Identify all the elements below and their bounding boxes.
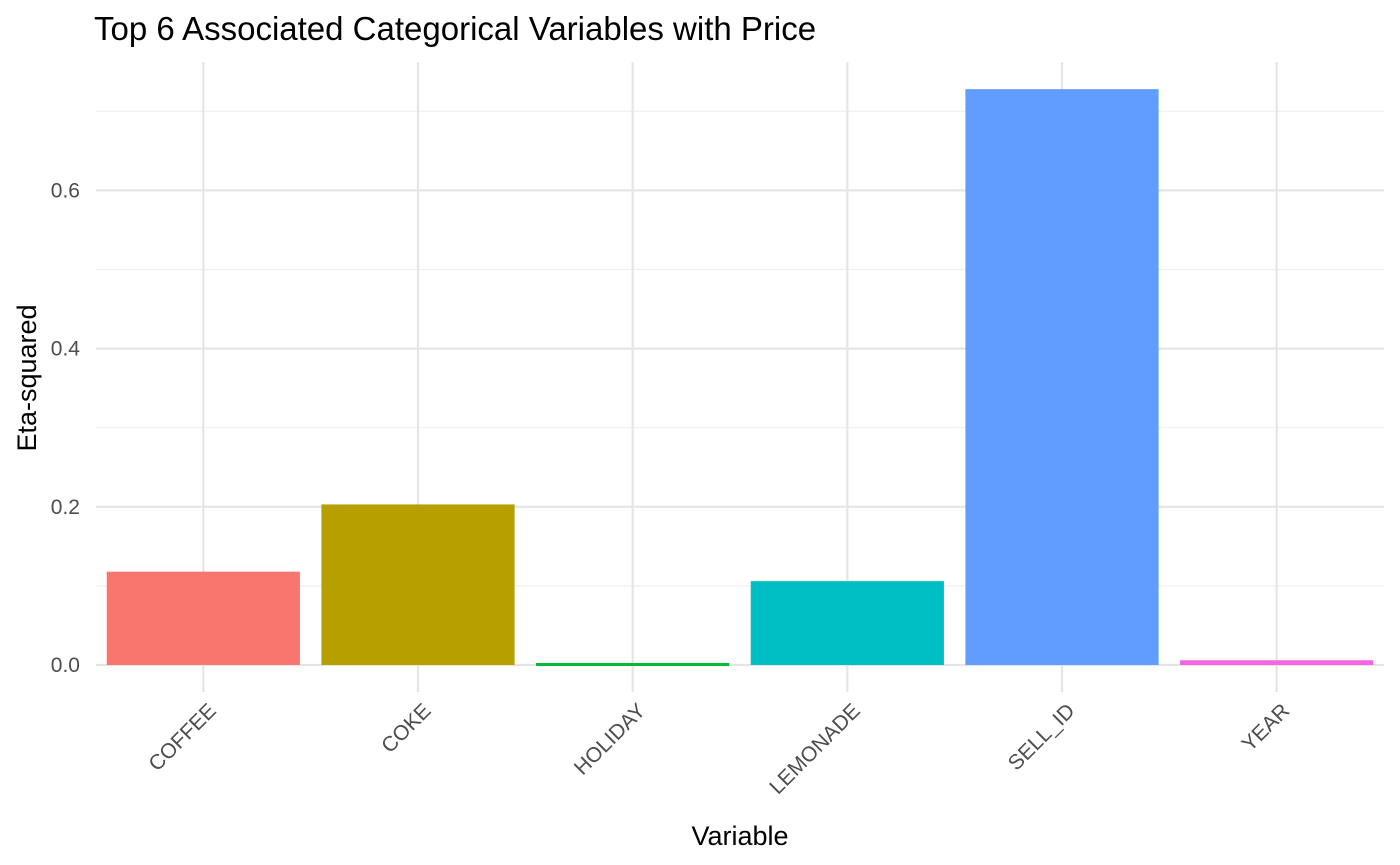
y-axis-title: Eta-squared — [12, 304, 42, 451]
x-tick-label: COKE — [377, 699, 435, 757]
x-tick-label: YEAR — [1238, 699, 1295, 756]
x-tick-label: SELL_ID — [1004, 699, 1080, 775]
x-tick-label: LEMONADE — [765, 699, 865, 799]
bars — [106, 89, 1374, 666]
x-tick-label: COFFEE — [144, 699, 220, 775]
y-tick-label: 0.0 — [51, 654, 80, 677]
x-axis-ticks: COFFEE COKE HOLIDAY LEMONADE SELL_ID YEAR — [144, 699, 1294, 799]
bar-holiday — [536, 663, 730, 666]
bar-coke — [321, 504, 515, 665]
bar-lemonade — [750, 581, 944, 665]
x-axis-title: Variable — [691, 821, 788, 851]
y-tick-label: 0.6 — [51, 179, 80, 202]
chart-title: Top 6 Associated Categorical Variables w… — [94, 10, 816, 47]
x-tick-label: HOLIDAY — [570, 699, 650, 779]
y-tick-label: 0.4 — [51, 338, 81, 361]
y-axis-ticks: 0.0 0.2 0.4 0.6 — [51, 179, 81, 677]
bar-coffee — [106, 571, 300, 665]
bar-sell_id — [965, 89, 1159, 666]
y-tick-label: 0.2 — [51, 496, 80, 519]
bar-year — [1180, 660, 1374, 665]
